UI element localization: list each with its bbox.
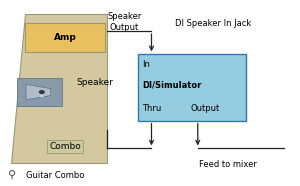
Text: ⚲: ⚲	[8, 170, 16, 180]
Polygon shape	[26, 84, 51, 100]
Bar	[25, 23, 105, 52]
Text: Speaker
Output: Speaker Output	[107, 12, 142, 32]
Text: Amp: Amp	[53, 33, 76, 42]
Bar	[138, 54, 246, 121]
Bar	[17, 78, 62, 106]
Text: Output: Output	[190, 104, 220, 113]
Circle shape	[39, 90, 44, 94]
Text: DI/Simulator: DI/Simulator	[142, 80, 202, 89]
Text: Combo: Combo	[49, 142, 81, 151]
Polygon shape	[11, 14, 107, 163]
Circle shape	[40, 95, 44, 97]
Text: In: In	[142, 60, 150, 69]
Text: Feed to mixer: Feed to mixer	[199, 160, 256, 169]
Text: Speaker: Speaker	[77, 78, 114, 87]
Text: Thru: Thru	[142, 104, 162, 113]
Text: Guitar Combo: Guitar Combo	[26, 171, 85, 180]
Text: DI Speaker In Jack: DI Speaker In Jack	[175, 19, 251, 28]
